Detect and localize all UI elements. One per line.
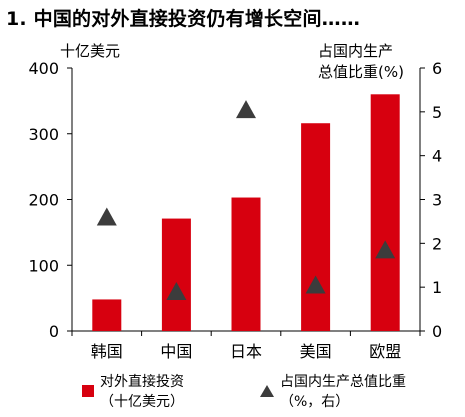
right-tick-label: 3: [432, 191, 442, 210]
bar-fdi: [231, 197, 261, 331]
legend-label-fdi-line1: 对外直接投资: [100, 374, 184, 390]
bar-fdi: [92, 299, 122, 331]
left-tick-label: 400: [28, 59, 59, 78]
left-axis-unit: 十亿美元: [60, 42, 121, 60]
marker-gdp-share: [96, 207, 117, 226]
marker-gdp-share: [305, 275, 326, 294]
bar-fdi: [301, 123, 331, 331]
right-tick-label: 2: [432, 234, 442, 253]
marker-gdp-share: [166, 282, 187, 301]
x-tick-label: 美国: [300, 342, 332, 361]
right-tick-label: 1: [432, 278, 442, 297]
legend-label-fdi-line2: （十亿美元）: [100, 394, 184, 410]
legend-label-gdp-line1: 占国内生产总值比重: [280, 374, 406, 390]
x-tick-label: 中国: [160, 342, 192, 361]
right-axis-unit-line2: 总值比重(%): [318, 63, 404, 81]
left-tick-label: 200: [28, 191, 59, 210]
bar-fdi: [370, 94, 400, 331]
chart-title: 1. 中国的对外直接投资仍有增长空间……: [6, 8, 361, 30]
bar-fdi: [161, 218, 191, 331]
legend-swatch-triangle: [260, 385, 274, 397]
right-axis-unit-line1: 占国内生产: [318, 42, 394, 60]
marker-gdp-share: [375, 240, 396, 259]
x-tick-label: 欧盟: [369, 342, 401, 361]
legend-label-gdp-line2: （%，右）: [280, 394, 350, 410]
right-tick-label: 0: [432, 322, 442, 341]
marker-gdp-share: [236, 100, 256, 119]
x-tick-label: 韩国: [91, 342, 123, 361]
right-tick-label: 4: [432, 147, 442, 166]
left-tick-label: 300: [28, 125, 59, 144]
legend-swatch-bar: [82, 385, 94, 397]
left-tick-label: 0: [49, 322, 59, 341]
left-tick-label: 100: [28, 256, 59, 275]
right-tick-label: 5: [432, 103, 442, 122]
x-tick-label: 日本: [230, 342, 262, 361]
right-axis-unit: 占国内生产 总值比重(%): [318, 41, 404, 83]
right-tick-label: 6: [432, 59, 442, 78]
